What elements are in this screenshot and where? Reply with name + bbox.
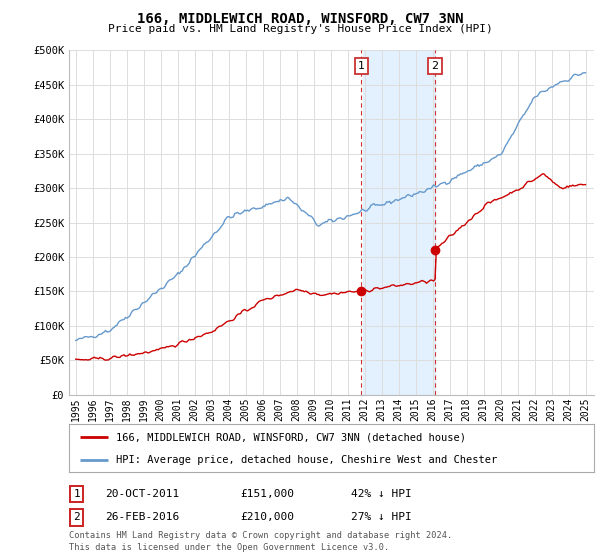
Text: 2: 2 bbox=[73, 512, 80, 522]
Text: 1: 1 bbox=[358, 61, 365, 71]
Text: £210,000: £210,000 bbox=[240, 512, 294, 522]
Text: Price paid vs. HM Land Registry's House Price Index (HPI): Price paid vs. HM Land Registry's House … bbox=[107, 24, 493, 34]
Text: This data is licensed under the Open Government Licence v3.0.: This data is licensed under the Open Gov… bbox=[69, 543, 389, 552]
Text: 42% ↓ HPI: 42% ↓ HPI bbox=[351, 489, 412, 499]
Text: £151,000: £151,000 bbox=[240, 489, 294, 499]
Text: 20-OCT-2011: 20-OCT-2011 bbox=[105, 489, 179, 499]
Text: 166, MIDDLEWICH ROAD, WINSFORD, CW7 3NN: 166, MIDDLEWICH ROAD, WINSFORD, CW7 3NN bbox=[137, 12, 463, 26]
Text: 27% ↓ HPI: 27% ↓ HPI bbox=[351, 512, 412, 522]
Text: 1: 1 bbox=[73, 489, 80, 499]
Text: 2: 2 bbox=[431, 61, 439, 71]
Text: 166, MIDDLEWICH ROAD, WINSFORD, CW7 3NN (detached house): 166, MIDDLEWICH ROAD, WINSFORD, CW7 3NN … bbox=[116, 432, 466, 442]
Text: Contains HM Land Registry data © Crown copyright and database right 2024.: Contains HM Land Registry data © Crown c… bbox=[69, 531, 452, 540]
Text: HPI: Average price, detached house, Cheshire West and Chester: HPI: Average price, detached house, Ches… bbox=[116, 455, 497, 465]
Text: 26-FEB-2016: 26-FEB-2016 bbox=[105, 512, 179, 522]
